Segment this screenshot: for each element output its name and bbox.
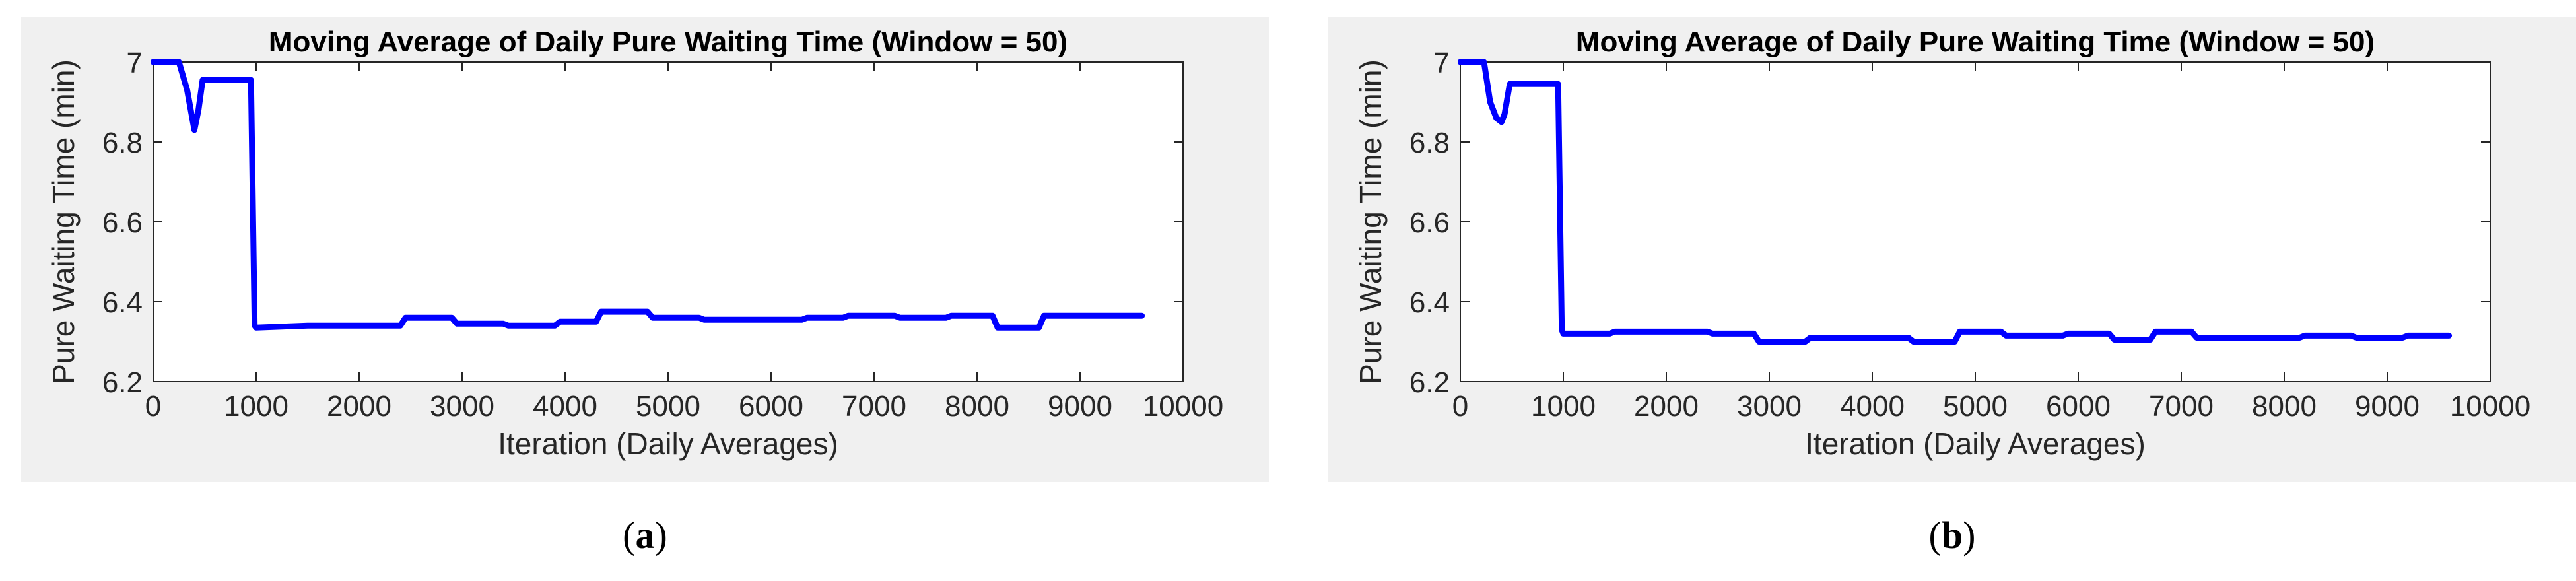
chart-title: Moving Average of Daily Pure Waiting Tim… (1576, 26, 2375, 58)
x-tick-label: 4000 (533, 390, 597, 423)
x-tick-label: 6000 (2046, 390, 2111, 423)
x-axis-label: Iteration (Daily Averages) (1805, 427, 2146, 461)
x-tick-label: 0 (145, 390, 161, 423)
y-tick-label: 6.6 (102, 207, 143, 239)
figure-caption: (a) (623, 514, 667, 557)
x-tick-label: 0 (1452, 390, 1468, 423)
x-tick-label: 3000 (430, 390, 494, 423)
chart-a: 0 1000 2000 3000 4000 5000 6000 7000 8000 9000 100… (21, 17, 1269, 557)
series-line (1458, 59, 2453, 345)
x-tick-label: 5000 (636, 390, 700, 423)
x-tick-label: 7000 (842, 390, 906, 423)
x-axis-label: Iteration (Daily Averages) (498, 427, 838, 461)
y-axis-label: Pure Waiting Time (min) (1353, 59, 1388, 384)
x-tick-label: 7000 (2149, 390, 2214, 423)
chart-panel-b: 0 1000 2000 3000 4000 5000 6000 7000 8000 9000 100… (1307, 0, 2576, 581)
x-tick-label: 10000 (2450, 390, 2530, 423)
x-tick-label: 2000 (327, 390, 391, 423)
y-tick-label: 6.4 (1409, 287, 1450, 319)
x-tick-label: 1000 (1531, 390, 1596, 423)
series-line (151, 59, 1145, 331)
x-tick-label: 8000 (945, 390, 1009, 423)
y-tick-label: 7 (127, 47, 143, 79)
y-axis-label: Pure Waiting Time (min) (46, 59, 81, 384)
x-tick-label: 3000 (1737, 390, 1802, 423)
x-tick-label: 1000 (224, 390, 288, 423)
y-tick-label: 7 (1434, 47, 1450, 79)
x-tick-label: 6000 (739, 390, 803, 423)
x-tick-label: 2000 (1634, 390, 1699, 423)
y-tick-label: 6.6 (1409, 207, 1450, 239)
chart-panel-a: 0 1000 2000 3000 4000 5000 6000 7000 8000 9000 100… (0, 0, 1269, 581)
y-tick-label: 6.2 (1409, 366, 1450, 399)
x-tick-label: 4000 (1840, 390, 1905, 423)
figure-caption: (b) (1929, 514, 1976, 557)
x-tick-label: 9000 (1048, 390, 1112, 423)
x-tick-label: 9000 (2355, 390, 2420, 423)
x-tick-label: 5000 (1943, 390, 2008, 423)
y-tick-label: 6.8 (102, 127, 143, 159)
axes-frame (1460, 61, 2491, 382)
x-tick-label: 10000 (1143, 390, 1223, 423)
y-tick-label: 6.8 (1409, 127, 1450, 159)
axes-frame (153, 61, 1184, 382)
y-tick-label: 6.2 (102, 366, 143, 399)
chart-b: 0 1000 2000 3000 4000 5000 6000 7000 8000 9000 100… (1328, 17, 2576, 557)
chart-title: Moving Average of Daily Pure Waiting Tim… (269, 26, 1068, 58)
y-tick-label: 6.4 (102, 287, 143, 319)
x-tick-label: 8000 (2252, 390, 2317, 423)
